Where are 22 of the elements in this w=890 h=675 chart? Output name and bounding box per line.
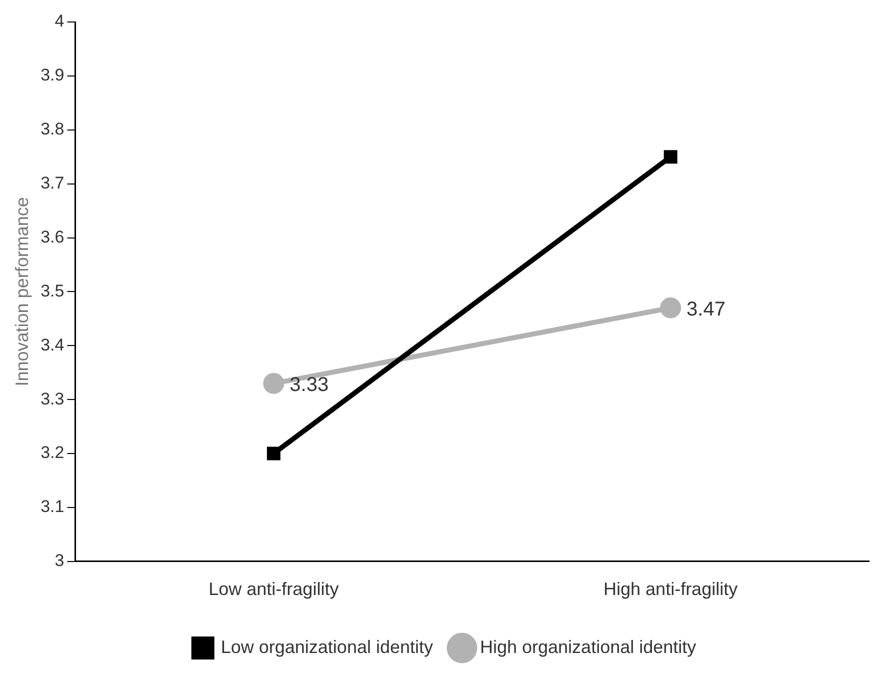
legend-label: Low organizational identity — [220, 636, 434, 657]
y-tick-label: 3.3 — [40, 389, 64, 408]
point — [266, 446, 280, 460]
x-tick-label: High anti-fragility — [604, 579, 738, 600]
y-tick-label: 3.9 — [40, 66, 64, 85]
y-tick-label: 3.1 — [40, 497, 64, 516]
y-tick-label: 3.7 — [40, 174, 64, 193]
y-tick-label: 3.6 — [40, 227, 64, 246]
y-tick-label: 3.5 — [40, 281, 64, 300]
point — [263, 372, 284, 394]
data-label: 3.47 — [686, 298, 726, 320]
point — [660, 297, 682, 318]
x-tick-label: Low anti-fragility — [208, 579, 339, 600]
legend-label: High organizational identity — [480, 636, 696, 657]
y-tick-label: 3.2 — [40, 443, 64, 462]
y-tick-label: 3 — [54, 551, 64, 570]
point — [664, 150, 678, 164]
y-tick-label: 3.4 — [40, 335, 64, 354]
y-tick-label: 4 — [54, 12, 64, 31]
y-tick-label: 3.8 — [40, 120, 64, 139]
data-label: 3.33 — [290, 374, 329, 396]
y-axis-title: Innovation performance — [12, 197, 32, 386]
